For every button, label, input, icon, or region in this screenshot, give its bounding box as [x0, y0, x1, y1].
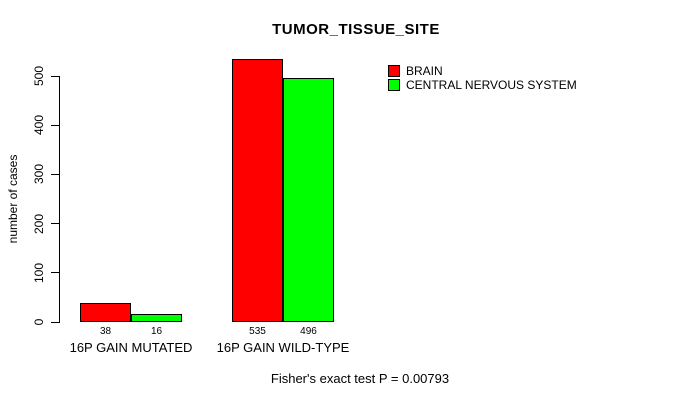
bar-count-label: 16 — [150, 326, 163, 337]
y-tick-label: 100 — [32, 262, 46, 283]
legend-label: CENTRAL NERVOUS SYSTEM — [406, 78, 577, 92]
y-axis-label: number of cases — [6, 154, 20, 244]
y-tick-label: 400 — [32, 115, 46, 136]
bar-green — [131, 314, 182, 322]
category-label: 16P GAIN WILD-TYPE — [216, 340, 350, 355]
legend-label: BRAIN — [406, 64, 443, 78]
legend-swatch-brain — [388, 65, 400, 77]
y-tick-mark — [51, 321, 59, 323]
legend-swatch-cns — [388, 79, 400, 91]
bar-green — [283, 77, 334, 322]
y-tick-mark — [51, 272, 59, 274]
y-tick-label: 0 — [32, 318, 46, 326]
bar-count-label: 38 — [99, 326, 112, 337]
chart-title: TUMOR_TISSUE_SITE — [272, 21, 440, 38]
bar-red — [80, 303, 131, 322]
y-axis-line — [59, 76, 60, 323]
y-tick-label: 500 — [32, 65, 46, 87]
fisher-test-annotation: Fisher's exact test P = 0.00793 — [270, 371, 450, 386]
y-tick-mark — [51, 173, 59, 175]
bar-count-label: 496 — [300, 326, 317, 337]
category-label: 16P GAIN MUTATED — [69, 340, 193, 355]
y-tick-mark — [51, 75, 59, 77]
y-tick-label: 200 — [32, 213, 46, 234]
y-tick-label: 300 — [32, 164, 46, 185]
y-tick-mark — [51, 124, 59, 126]
y-tick-mark — [51, 223, 59, 225]
bar-red — [232, 58, 283, 322]
bar-count-label: 535 — [249, 326, 266, 337]
